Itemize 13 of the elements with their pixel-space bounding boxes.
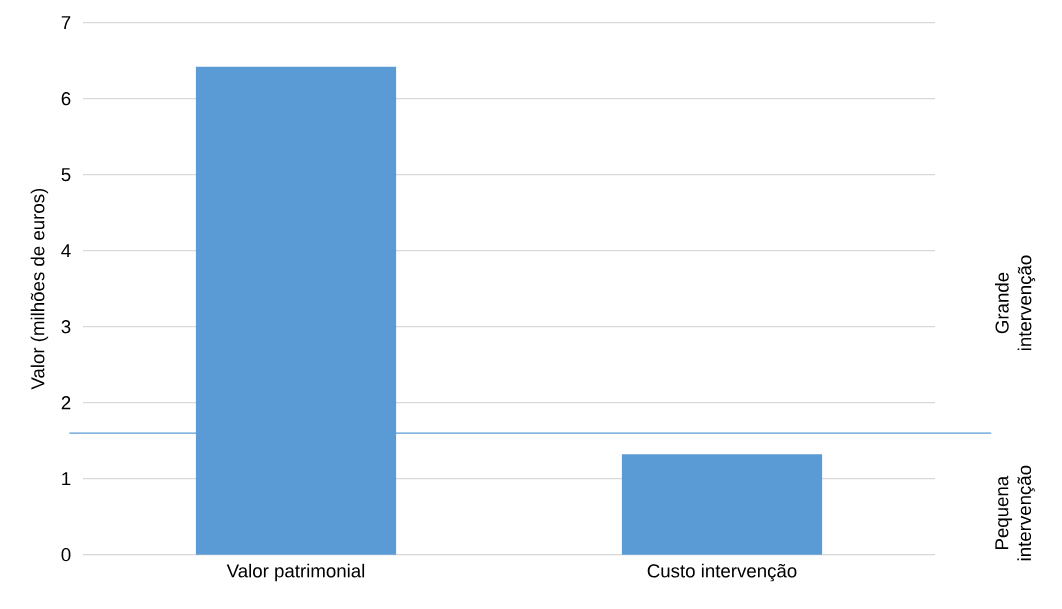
y-tick-label: 1 — [62, 472, 71, 486]
y-tick-label: 3 — [61, 320, 71, 334]
y-tick-label: 5 — [61, 168, 71, 182]
y-tick-label: 7 — [61, 16, 71, 30]
y-tick-label: 6 — [61, 92, 71, 106]
x-tick-label: Custo intervenção — [647, 563, 797, 582]
x-tick-label: Valor patrimonial — [226, 563, 365, 582]
y-tick-label: 4 — [61, 244, 71, 258]
text: Grande intervenção — [995, 255, 1036, 351]
y-tick-label: 0 — [61, 548, 71, 562]
text: Pequena intervenção — [995, 465, 1035, 561]
y-axis-title: Valor (milhões de euros) — [30, 188, 49, 390]
y-tick-label: 2 — [61, 396, 71, 410]
